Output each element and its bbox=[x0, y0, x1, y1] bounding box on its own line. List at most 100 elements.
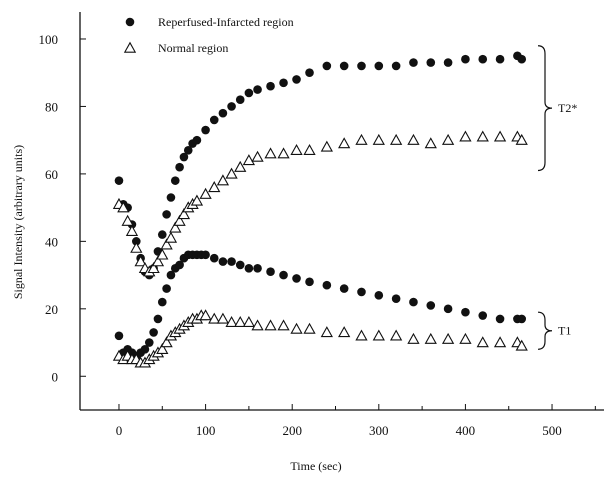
normal-data-point bbox=[173, 214, 186, 226]
infarcted-data-point bbox=[235, 260, 245, 270]
infarcted-data-point bbox=[170, 176, 180, 185]
normal-data-point bbox=[338, 137, 351, 149]
y-tick-label: 100 bbox=[39, 32, 59, 47]
bracket bbox=[537, 311, 553, 350]
normal-data-point bbox=[125, 224, 139, 236]
normal-data-point bbox=[208, 312, 221, 324]
normal-data-point bbox=[121, 214, 134, 226]
infarcted-data-point bbox=[495, 314, 505, 324]
normal-data-point bbox=[199, 309, 212, 321]
data-points bbox=[112, 51, 528, 368]
normal-data-point bbox=[130, 241, 143, 253]
bracket bbox=[537, 45, 553, 172]
infarcted-data-point bbox=[179, 152, 189, 162]
infarcted-data-point bbox=[266, 267, 275, 277]
x-tick-label: 400 bbox=[456, 423, 476, 438]
legend: Reperfused-Infarcted region Normal region bbox=[123, 15, 294, 55]
infarcted-data-point bbox=[391, 61, 401, 71]
infarcted-data-point bbox=[153, 314, 163, 324]
normal-data-point bbox=[290, 143, 303, 155]
infarcted-data-point bbox=[244, 264, 254, 273]
infarcted-data-point bbox=[374, 291, 384, 300]
infarcted-data-point bbox=[253, 85, 262, 94]
normal-data-point bbox=[389, 329, 403, 341]
normal-data-point bbox=[151, 255, 165, 267]
normal-data-point bbox=[277, 147, 290, 159]
infarcted-data-point bbox=[144, 338, 154, 347]
normal-data-point bbox=[117, 201, 130, 213]
infarcted-data-point bbox=[357, 287, 366, 297]
normal-data-point bbox=[476, 336, 489, 348]
normal-data-point bbox=[156, 342, 169, 354]
infarcted-data-point bbox=[162, 210, 171, 219]
infarcted-data-point bbox=[279, 78, 288, 88]
infarcted-data-point bbox=[409, 297, 418, 307]
x-tick-label: 200 bbox=[282, 423, 302, 438]
normal-data-point bbox=[515, 133, 528, 145]
normal-data-point bbox=[242, 154, 256, 166]
normal-data-point bbox=[338, 326, 351, 338]
normal-data-point bbox=[264, 147, 277, 159]
infarcted-data-point bbox=[227, 257, 236, 266]
normal-data-point bbox=[190, 194, 204, 206]
series-t2star-infarcted bbox=[114, 51, 527, 280]
infarcted-data-point bbox=[166, 193, 176, 202]
x-tick-label: 0 bbox=[116, 423, 123, 438]
normal-data-point bbox=[389, 133, 403, 145]
infarcted-data-point bbox=[461, 54, 470, 64]
normal-data-point bbox=[277, 319, 290, 331]
series-t1-infarcted bbox=[114, 250, 527, 361]
normal-data-point bbox=[407, 332, 420, 344]
infarcted-data-point bbox=[292, 274, 301, 283]
normal-data-point bbox=[355, 329, 368, 341]
legend-label: Reperfused-Infarcted region bbox=[158, 15, 294, 29]
y-tick-label: 0 bbox=[52, 369, 59, 384]
infarcted-data-point bbox=[162, 284, 171, 293]
normal-data-point bbox=[216, 174, 230, 186]
normal-data-point bbox=[251, 319, 264, 331]
infarcted-data-point bbox=[218, 108, 228, 118]
infarcted-data-point bbox=[391, 294, 401, 303]
normal-data-point bbox=[199, 187, 212, 199]
normal-data-point bbox=[242, 315, 256, 328]
infarcted-data-point bbox=[305, 277, 314, 287]
normal-data-point bbox=[476, 130, 489, 142]
infarcted-data-point bbox=[131, 237, 141, 246]
normal-data-point bbox=[493, 130, 507, 142]
infarcted-data-point bbox=[374, 61, 384, 71]
infarcted-data-point bbox=[322, 280, 332, 290]
y-tick-label: 20 bbox=[45, 302, 58, 317]
normal-data-point bbox=[177, 208, 191, 220]
infarcted-data-point bbox=[322, 61, 332, 71]
infarcted-data-point bbox=[339, 61, 349, 71]
annotations: T2* T1 bbox=[537, 45, 577, 350]
normal-data-point bbox=[225, 167, 238, 179]
x-tick-label: 500 bbox=[542, 423, 562, 438]
normal-data-point bbox=[441, 133, 455, 145]
infarcted-data-point bbox=[409, 58, 418, 67]
infarcted-data-point bbox=[209, 253, 219, 263]
normal-data-point bbox=[459, 130, 472, 142]
infarcted-data-point bbox=[426, 58, 436, 67]
normal-data-point bbox=[407, 133, 420, 145]
legend-label: Normal region bbox=[158, 41, 228, 55]
legend-triangle-marker bbox=[123, 41, 137, 53]
normal-data-point bbox=[290, 322, 303, 334]
normal-data-point bbox=[424, 137, 437, 149]
x-tick-label: 100 bbox=[196, 423, 216, 438]
infarcted-data-point bbox=[227, 102, 236, 111]
y-axis-title: Signal Intensity (arbitrary units) bbox=[11, 145, 25, 299]
infarcted-data-point bbox=[292, 75, 301, 84]
normal-data-point bbox=[147, 262, 160, 274]
infarcted-data-point bbox=[478, 311, 488, 320]
infarcted-data-point bbox=[209, 115, 219, 125]
normal-data-point bbox=[160, 238, 173, 250]
infarcted-data-point bbox=[443, 58, 453, 67]
infarcted-data-point bbox=[244, 88, 254, 98]
normal-data-point bbox=[424, 332, 437, 344]
normal-data-point bbox=[134, 255, 147, 267]
infarcted-data-point bbox=[218, 257, 228, 266]
normal-data-point bbox=[156, 248, 169, 260]
normal-data-point bbox=[216, 312, 230, 324]
